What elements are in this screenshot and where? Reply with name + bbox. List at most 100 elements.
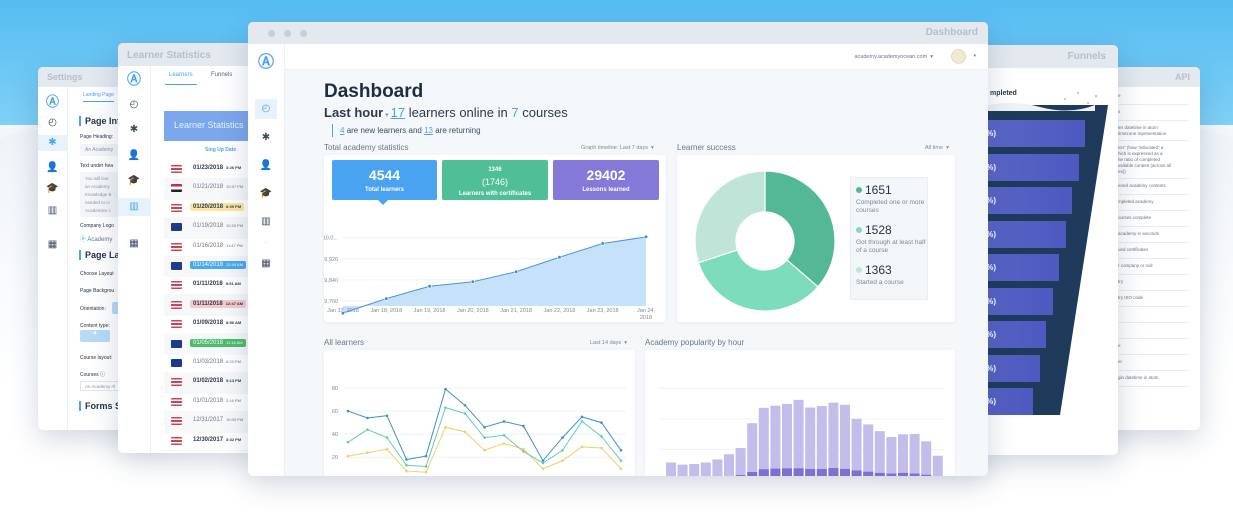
users-icon[interactable]: 👤	[259, 160, 273, 171]
building-icon[interactable]: ▦	[129, 238, 139, 249]
avatar-chevron-down-icon[interactable]: ▾	[973, 53, 976, 59]
content-type-option[interactable]: ▲	[80, 330, 110, 342]
tab-landing-page[interactable]: Landing Page	[83, 92, 114, 102]
data-point	[463, 404, 467, 407]
table-row[interactable]: 01/09/2018 8:56 AM	[164, 316, 258, 334]
date-text: 12/30/2017	[193, 436, 224, 443]
building-icon[interactable]: ▦	[261, 258, 271, 269]
table-row[interactable]: 01/01/2018 2:16 PM	[164, 393, 258, 411]
stat-learners-with-certificates[interactable]: 1346 (1746) Learners with certificates	[442, 160, 548, 200]
table-row[interactable]: 12/30/2017 3:32 PM	[164, 432, 258, 450]
bar-total	[712, 459, 723, 476]
bar-chart-icon[interactable]: ▥	[118, 198, 150, 216]
textarea-line: an Academy	[85, 184, 110, 189]
stat-label: Lessons learned	[582, 187, 630, 193]
tab-learners[interactable]: Learners	[165, 72, 197, 85]
legend-item[interactable]: 1651 Completed one or more courses	[856, 183, 926, 215]
table-row[interactable]: 01/19/2018 10:20 PM	[164, 219, 258, 237]
flag-us-icon	[171, 417, 182, 426]
stat-lessons-learned[interactable]: 29402 Lessons learned	[553, 160, 659, 200]
company-logo-label: Company Logo	[80, 223, 114, 229]
api-row: ion" (how "educated" a hich is expressed…	[1100, 141, 1188, 179]
bar-segment	[793, 468, 804, 476]
users-icon[interactable]: 👤	[127, 150, 141, 161]
dashboard-icon[interactable]: ◴	[255, 99, 277, 119]
orientation-toggle[interactable]	[112, 302, 122, 314]
table-row[interactable]: 12/31/2017 10:09 PM	[164, 413, 258, 431]
area-line	[342, 236, 647, 314]
table-row[interactable]: 01/23/2018 3:26 PM	[164, 161, 258, 178]
table-row[interactable]: 01/11/2018 9:51 AM	[164, 277, 258, 295]
company-logo-value: Ⓐ Academy	[80, 234, 112, 243]
gear-icon[interactable]: ✱	[261, 132, 271, 143]
table-row[interactable]: 01/02/2018 9:13 PM	[164, 374, 258, 392]
time-text: 12:49 AM	[226, 262, 243, 267]
data-point	[619, 459, 623, 462]
learners-online-link[interactable]: 17	[390, 105, 406, 120]
tab-funnels[interactable]: Funnels	[211, 72, 233, 78]
returning-learners-link[interactable]: 13	[424, 126, 433, 135]
new-learners-link[interactable]: 4	[340, 126, 345, 135]
donut-legend: 1651 Completed one or more courses 1528 Got…	[850, 177, 928, 300]
window-close-dot[interactable]	[268, 30, 275, 37]
courses-count[interactable]: 7	[511, 105, 519, 120]
user-avatar[interactable]	[951, 49, 966, 64]
table-row[interactable]: 01/20/2018 6:09 PM	[164, 199, 258, 217]
data-point	[346, 454, 350, 458]
bar-chart-icon[interactable]: ▥	[47, 205, 58, 216]
stat-total-learners[interactable]: 4544 Total learners	[332, 160, 437, 205]
data-point	[470, 279, 475, 284]
table-row[interactable]: 01/11/2018 12:47 AM	[164, 296, 258, 314]
learner-stats-title: Learner Statistics	[127, 50, 211, 61]
graduation-cap-icon[interactable]: 🎓	[127, 175, 141, 186]
courses-label-text: Courses	[80, 372, 99, 378]
window-minimize-dot[interactable]	[284, 30, 291, 37]
x-tick-label: Jan 24, 2018	[637, 308, 656, 321]
graph-timeline-select[interactable]: Graph timeline: Last 7 days ▾	[581, 145, 654, 151]
donut-slice	[764, 170, 836, 288]
period-select[interactable]: Last hour	[324, 105, 384, 120]
users-icon[interactable]: 👤	[46, 162, 59, 173]
table-row[interactable]: 01/03/2018 6:23 PM	[164, 355, 258, 372]
chevron-down-icon[interactable]: ▾	[383, 112, 391, 119]
date-text: 01/11/2018	[193, 300, 223, 307]
dashboard-icon[interactable]: ◴	[48, 117, 57, 128]
bar-chart-icon[interactable]: ▥	[261, 216, 271, 227]
academy-domain-select[interactable]: academy.academyocean.com ▾	[855, 54, 934, 60]
funnels-title: Funnels	[1067, 51, 1106, 62]
gear-icon[interactable]: ✱	[129, 124, 139, 135]
api-row: er	[1100, 355, 1188, 371]
summary-text-end: courses	[522, 105, 568, 120]
data-point	[405, 458, 408, 461]
time-text: 2:16 PM	[226, 397, 241, 403]
graduation-cap-icon[interactable]: 🎓	[46, 183, 59, 194]
legend-item[interactable]: 1363 Started a course	[856, 263, 926, 287]
time-text: 12:47 AM	[225, 300, 244, 306]
legend-dot	[856, 227, 862, 233]
window-maximize-dot[interactable]	[300, 30, 307, 37]
api-row: s	[1100, 105, 1188, 121]
gear-icon[interactable]: ✱	[38, 135, 67, 151]
courses-label: Courses ⓘ	[80, 371, 105, 378]
dashboard-icon[interactable]: ◴	[129, 99, 139, 110]
table-row[interactable]: 01/21/2018 10:57 PM	[164, 180, 258, 198]
course-layout-label: Course layout:	[80, 355, 113, 361]
data-point	[463, 430, 467, 434]
table-row[interactable]: 01/14/2018 12:49 AM	[164, 258, 258, 275]
column-header-signup-date[interactable]: Sing Up Date	[205, 147, 237, 153]
bar-segment	[874, 472, 885, 476]
orientation-label: Orientation:	[80, 306, 106, 312]
data-point	[600, 421, 603, 424]
signup-date: 01/21/2018 10:57 PM	[190, 183, 246, 191]
learner-success-filter[interactable]: All time ▾	[925, 145, 949, 151]
all-learners-filter[interactable]: Last 14 days ▾	[590, 340, 627, 346]
table-row[interactable]: 01/16/2018 11:47 PM	[164, 238, 258, 256]
table-row[interactable]: 01/05/2018 11:18 AM	[164, 335, 258, 353]
time-text: 6:09 PM	[226, 203, 242, 209]
building-icon[interactable]: ▦	[47, 239, 58, 250]
time-text: 11:18 AM	[226, 339, 243, 345]
graduation-cap-icon[interactable]: 🎓	[259, 188, 273, 199]
legend-item[interactable]: 1528 Got through at least half of a cours…	[856, 223, 926, 255]
